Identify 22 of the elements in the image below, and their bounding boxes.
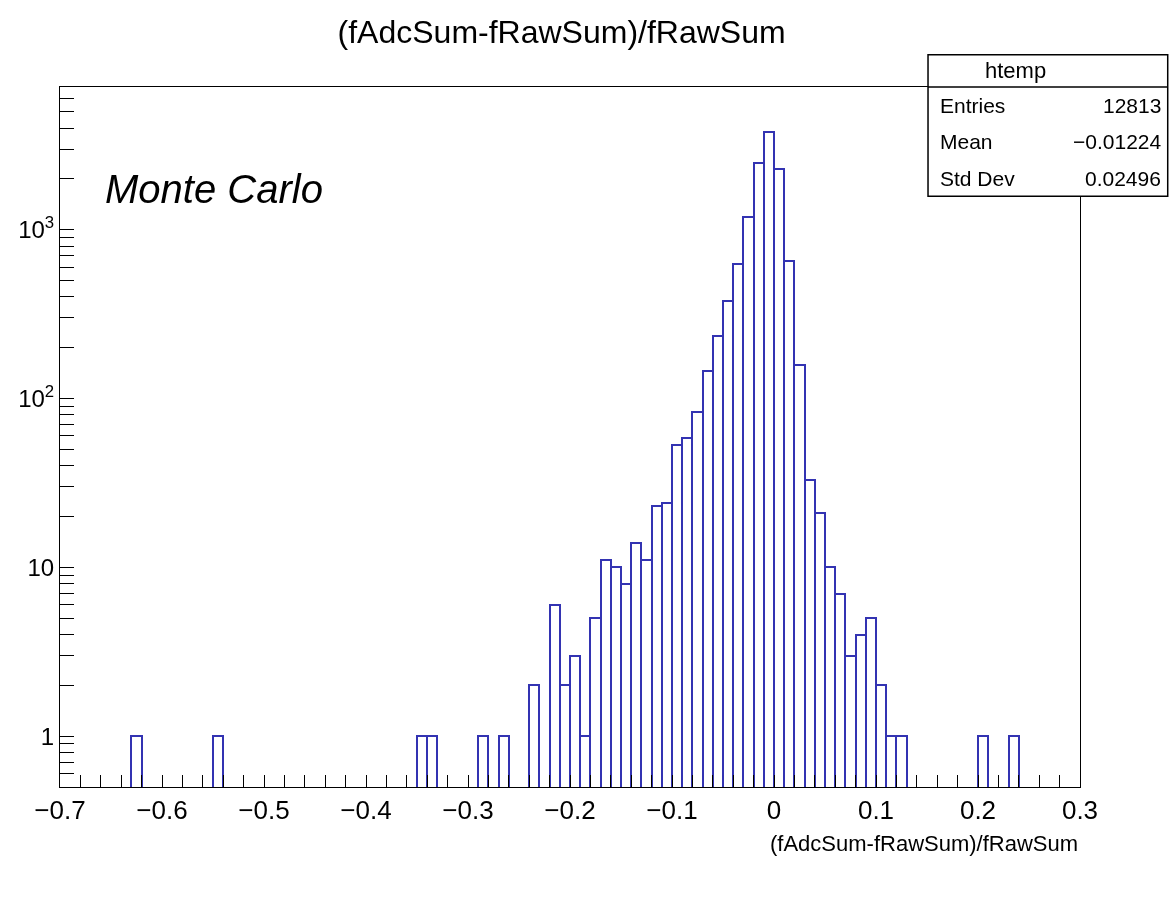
y-tick-label: 1 bbox=[40, 722, 55, 750]
y-tick-label: 10$^{3}$ bbox=[18, 213, 55, 244]
x-tick-label: −0.3 bbox=[442, 795, 494, 826]
chart-title: (fAdcSum-fRawSum)/fRawSum bbox=[337, 13, 786, 50]
text: Entries 12813 bbox=[940, 94, 1162, 117]
x-axis-title: (fAdcSum-fRawSum)/fRawSum bbox=[770, 831, 1079, 856]
y-tick-label: 10$^{2}$ bbox=[18, 381, 55, 412]
x-tick-label: 0.1 bbox=[857, 795, 895, 826]
x-tick-label: 0.3 bbox=[1061, 795, 1099, 826]
x-tick-label: 0.2 bbox=[959, 795, 997, 826]
x-tick-label: −0.7 bbox=[34, 795, 86, 826]
text: Std Dev 0.02496 bbox=[940, 167, 1161, 190]
x-tick-label: −0.6 bbox=[136, 795, 188, 826]
x-tick-label: −0.4 bbox=[340, 795, 392, 826]
y-tick-label: 10 bbox=[27, 553, 55, 581]
x-tick-label: −0.5 bbox=[238, 795, 290, 826]
text: Mean −0.01224 bbox=[940, 130, 1162, 153]
x-tick-label: −0.1 bbox=[646, 795, 698, 826]
text: htemp bbox=[985, 58, 1047, 83]
annotation: Monte Carlo bbox=[105, 167, 323, 211]
x-tick-label: −0.2 bbox=[544, 795, 596, 826]
x-tick-label: 0 bbox=[766, 795, 782, 826]
